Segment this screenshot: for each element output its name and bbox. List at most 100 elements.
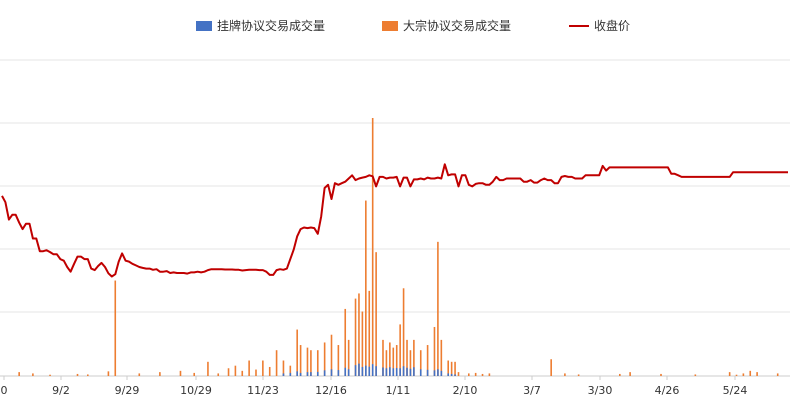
listed-volume-bar xyxy=(365,365,367,376)
block-volume-bar xyxy=(619,373,621,376)
listed-volume-bar xyxy=(296,371,298,376)
block-volume-bar xyxy=(344,308,347,376)
block-volume-bar xyxy=(454,361,456,376)
block-volume-bar xyxy=(107,371,110,376)
block-volume-bar xyxy=(749,370,752,376)
block-volume-bar xyxy=(395,345,398,376)
block-volume-bar xyxy=(255,369,257,376)
listed-volume-bar xyxy=(354,365,357,376)
block-volume-bar xyxy=(159,372,161,376)
block-volume-bar xyxy=(742,373,745,376)
grid-lines xyxy=(0,59,790,377)
block-volume-bar xyxy=(262,360,264,376)
x-tick-label: 1/11 xyxy=(386,384,411,397)
block-volume-bar xyxy=(299,345,302,376)
legend-label: 收盘价 xyxy=(594,18,630,33)
block-volume-bar xyxy=(275,350,278,376)
block-volume-bar xyxy=(399,324,401,376)
close-price-line-layer xyxy=(1,163,788,278)
listed-volume-bar xyxy=(426,369,429,376)
listed-volume-bar xyxy=(389,367,391,376)
block-volume-bar xyxy=(457,372,460,376)
block-volume-bar xyxy=(296,329,298,376)
x-tick-label: 3/7 xyxy=(523,384,541,397)
x-tick-label: 3/30 xyxy=(588,384,613,397)
x-tick-label: 10/29 xyxy=(180,384,212,397)
listed-volume-bar xyxy=(433,370,436,376)
listed-volume-bar xyxy=(385,368,388,376)
block-volume-bar xyxy=(310,350,312,376)
listed-volume-bar xyxy=(330,369,333,376)
block-volume-bar xyxy=(241,370,244,376)
block-volume-bar xyxy=(440,339,443,376)
listed-volume-bar xyxy=(361,366,364,376)
block-volume-bar xyxy=(87,374,89,376)
x-tick-label: 0 xyxy=(1,384,8,397)
x-tick-label: 9/2 xyxy=(52,384,70,397)
block-volume-bar xyxy=(728,372,731,376)
x-tick-label: 9/29 xyxy=(115,384,140,397)
listed-volume-bar xyxy=(347,369,350,376)
block-volume-bar xyxy=(392,347,395,376)
block-volume-bar xyxy=(660,373,662,376)
listed-volume-bar xyxy=(382,367,384,376)
block-volume-bar xyxy=(426,345,429,376)
block-volume-bar xyxy=(481,373,484,376)
block-volume-bar xyxy=(289,365,292,376)
block-volume-bar xyxy=(32,373,34,376)
block-volume-bar xyxy=(18,372,20,376)
x-tick-label: 11/23 xyxy=(247,384,279,397)
block-volume-bar xyxy=(358,293,360,376)
block-volume-bar xyxy=(447,360,450,376)
block-volume-bar xyxy=(406,339,408,376)
block-volume-bar xyxy=(385,350,388,376)
listed-volume-bar xyxy=(368,366,371,376)
listed-volume-bar xyxy=(371,364,374,376)
block-volume-bar xyxy=(433,326,436,376)
block-volume-bar xyxy=(248,360,250,376)
block-volume-bar xyxy=(371,118,374,376)
x-tick-label: 4/26 xyxy=(655,384,680,397)
block-volume-bar xyxy=(577,374,580,376)
listed-volume-bar xyxy=(447,373,450,376)
listed-volume-bar xyxy=(344,367,347,376)
block-volume-bar xyxy=(735,374,738,376)
listed-volume-bar xyxy=(399,368,401,376)
block-volume-bar xyxy=(207,361,209,376)
block-volume-bar xyxy=(179,370,182,376)
listed-volume-bar xyxy=(402,366,405,376)
block-volume-bar xyxy=(413,339,415,376)
block-volume-bar xyxy=(234,365,237,376)
block-volume-bar xyxy=(49,374,51,376)
legend-swatch xyxy=(382,21,398,31)
listed-volume-bar xyxy=(437,369,439,376)
block-volume-bar xyxy=(114,280,117,376)
listed-volume-bar xyxy=(450,373,453,376)
block-volume-bar xyxy=(409,350,412,376)
listed-volume-bar xyxy=(375,366,377,376)
listed-volume-bar xyxy=(289,372,292,376)
listed-volume-bar xyxy=(395,368,398,376)
legend-item-close[interactable]: 收盘价 xyxy=(569,18,630,33)
block-volume-bar xyxy=(323,342,326,376)
legend[interactable]: 挂牌协议交易成交量 大宗协议交易成交量 收盘价 xyxy=(196,18,630,33)
legend-label: 挂牌协议交易成交量 xyxy=(217,18,325,33)
legend-item-listed[interactable]: 挂牌协议交易成交量 xyxy=(196,18,325,33)
block-volume-bar xyxy=(467,373,470,376)
block-volume-bar xyxy=(282,360,285,376)
block-volume-bar xyxy=(330,334,333,376)
block-volume-bar xyxy=(474,372,477,376)
legend-item-block[interactable]: 大宗协议交易成交量 xyxy=(382,18,511,33)
block-volume-bar xyxy=(316,350,319,376)
block-volume-bar xyxy=(564,373,566,376)
listed-volume-bar xyxy=(337,370,340,376)
listed-volume-bar xyxy=(419,369,422,376)
block-volume-bar xyxy=(419,350,422,376)
block-volume-bar xyxy=(337,345,340,376)
listed-volume-bar xyxy=(316,371,319,376)
block-volume-bar xyxy=(550,359,552,376)
block-volume-bar xyxy=(450,361,453,376)
listed-volume-bar xyxy=(409,368,412,376)
block-volume-bar xyxy=(694,374,697,376)
block-volume-bar xyxy=(437,241,439,376)
